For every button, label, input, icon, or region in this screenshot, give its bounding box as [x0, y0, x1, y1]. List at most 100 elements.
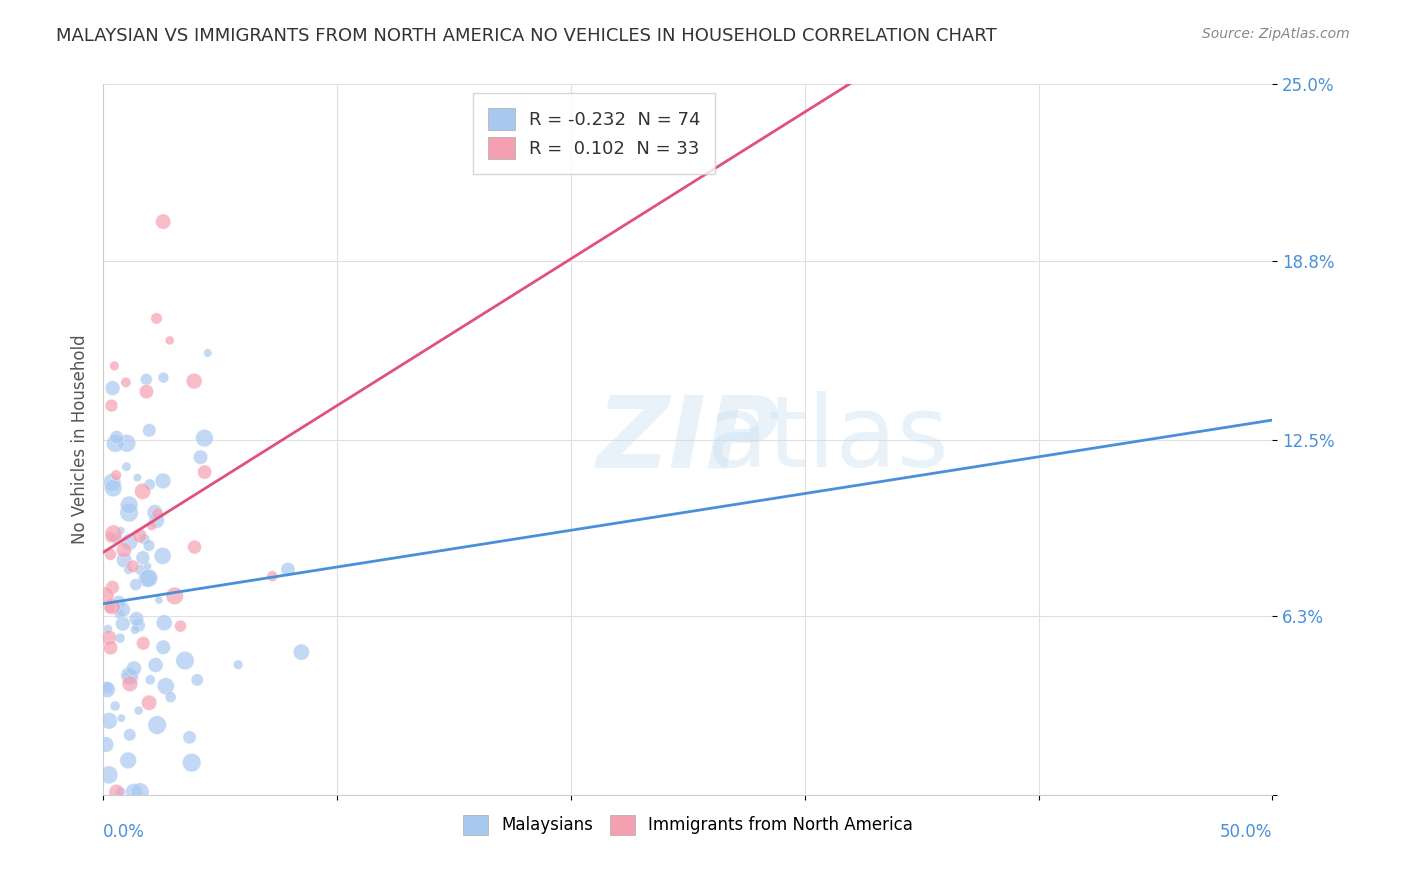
Point: [115, 436, 138, 450]
Point: [153, 615, 176, 630]
Point: [103, 359, 125, 373]
Point: [169, 619, 191, 633]
Point: [94, 588, 117, 602]
Point: [186, 673, 208, 687]
Point: [226, 657, 249, 672]
Point: [122, 785, 145, 799]
Point: [129, 785, 152, 799]
Legend: Malaysians, Immigrants from North America: Malaysians, Immigrants from North Americ…: [454, 806, 921, 843]
Point: [125, 612, 148, 626]
Point: [108, 631, 131, 645]
Point: [101, 599, 124, 614]
Point: [100, 547, 122, 561]
Text: ZIP: ZIP: [596, 391, 779, 488]
Text: Source: ZipAtlas.com: Source: ZipAtlas.com: [1202, 27, 1350, 41]
Point: [180, 756, 202, 770]
Point: [138, 423, 160, 437]
Point: [101, 381, 124, 395]
Point: [110, 711, 132, 725]
Point: [262, 569, 284, 583]
Point: [118, 728, 141, 742]
Point: [118, 677, 141, 691]
Point: [105, 468, 128, 483]
Point: [139, 477, 162, 491]
Point: [132, 636, 155, 650]
Point: [105, 532, 128, 546]
Point: [129, 563, 152, 577]
Point: [135, 384, 157, 399]
Point: [193, 431, 215, 445]
Point: [101, 475, 124, 490]
Point: [127, 470, 149, 484]
Point: [115, 459, 138, 474]
Point: [197, 346, 219, 360]
Point: [128, 529, 150, 543]
Point: [194, 465, 217, 479]
Point: [138, 571, 160, 585]
Point: [128, 618, 150, 632]
Point: [128, 704, 150, 718]
Point: [163, 589, 186, 603]
Point: [108, 595, 131, 609]
Point: [108, 607, 131, 621]
Point: [136, 572, 159, 586]
Point: [97, 622, 120, 636]
Point: [290, 645, 312, 659]
Point: [101, 580, 124, 594]
Point: [174, 654, 197, 668]
Point: [118, 668, 141, 682]
Point: [97, 768, 120, 782]
Point: [100, 399, 122, 413]
Text: 50.0%: 50.0%: [1220, 823, 1272, 841]
Point: [105, 785, 128, 799]
Point: [112, 553, 135, 567]
Point: [98, 714, 121, 728]
Point: [112, 543, 135, 558]
Point: [117, 563, 139, 577]
Point: [121, 559, 143, 574]
Point: [145, 514, 167, 528]
Point: [118, 535, 141, 549]
Point: [152, 370, 174, 384]
Point: [105, 430, 128, 444]
Point: [97, 681, 120, 695]
Point: [141, 518, 163, 533]
Point: [110, 524, 132, 538]
Point: [183, 374, 205, 388]
Point: [117, 753, 139, 767]
Point: [100, 530, 122, 544]
Point: [134, 533, 156, 547]
Point: [152, 474, 174, 488]
Point: [111, 616, 134, 631]
Point: [125, 577, 148, 591]
Point: [152, 549, 174, 563]
Text: atlas: atlas: [707, 391, 949, 488]
Point: [98, 601, 121, 615]
Point: [152, 214, 174, 228]
Point: [138, 539, 160, 553]
Point: [179, 731, 201, 745]
Point: [146, 718, 169, 732]
Point: [145, 311, 167, 326]
Point: [135, 372, 157, 386]
Point: [120, 670, 142, 684]
Point: [159, 690, 181, 704]
Point: [146, 507, 169, 521]
Text: 0.0%: 0.0%: [103, 823, 145, 841]
Point: [118, 506, 141, 520]
Point: [111, 602, 134, 616]
Point: [94, 738, 117, 752]
Point: [103, 526, 125, 541]
Point: [104, 436, 127, 450]
Point: [277, 562, 299, 576]
Point: [159, 334, 181, 348]
Point: [155, 679, 177, 693]
Point: [143, 505, 166, 519]
Point: [131, 484, 153, 499]
Point: [110, 785, 132, 799]
Point: [136, 559, 159, 574]
Point: [100, 640, 122, 655]
Point: [98, 631, 121, 645]
Point: [145, 658, 167, 673]
Point: [118, 498, 141, 512]
